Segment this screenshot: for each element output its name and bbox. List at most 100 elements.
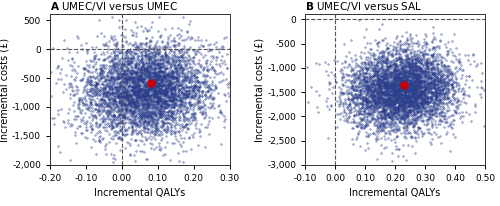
Point (408, 90, 416, 93)
Point (194, 97, 202, 100)
Point (108, 99, 116, 102)
Point (406, 96, 413, 99)
Point (385, 96, 393, 99)
Point (166, 74, 174, 77)
Point (180, 52, 188, 55)
Point (377, 79, 385, 82)
Point (398, 67, 406, 71)
Point (124, 42, 132, 45)
Point (350, 102, 358, 105)
Point (359, 99, 367, 102)
Point (412, 99, 420, 102)
Point (127, 56, 135, 59)
Point (366, 91, 374, 95)
Point (138, 139, 146, 143)
Point (428, 114, 436, 117)
Point (396, 93, 404, 96)
Point (404, 61, 411, 64)
Point (140, 65, 148, 68)
Point (422, 109, 430, 112)
Point (362, 75, 370, 79)
Point (164, 77, 172, 80)
Point (402, 87, 410, 90)
Point (380, 123, 388, 126)
Point (404, 42, 412, 45)
Point (136, 103, 144, 107)
Point (168, 99, 176, 103)
Point (156, 83, 164, 87)
Point (132, 84, 140, 87)
Point (202, 96, 210, 99)
Point (394, 72, 402, 76)
Point (418, 61, 426, 64)
Point (176, 83, 184, 87)
Point (172, 87, 179, 91)
Point (116, 80, 124, 84)
Point (132, 45, 140, 49)
Point (164, 77, 172, 80)
Point (182, 37, 190, 41)
Point (118, 102, 126, 105)
Point (406, 32, 414, 35)
Point (122, 76, 130, 79)
Point (140, 142, 148, 145)
Point (408, 73, 416, 76)
Point (374, 77, 382, 80)
Point (141, 88, 149, 91)
Point (344, 95, 352, 98)
Point (451, 71, 459, 75)
Point (79, 91, 87, 94)
Point (383, 110, 391, 114)
Point (419, 52, 427, 55)
Point (146, 114, 154, 117)
Point (392, 93, 400, 96)
Point (380, 123, 388, 127)
Point (392, 80, 400, 83)
Point (130, 102, 138, 105)
Point (376, 115, 384, 118)
Point (404, 112, 412, 116)
Point (386, 86, 394, 90)
Point (440, 63, 448, 66)
Point (196, 135, 204, 138)
Point (164, 79, 172, 82)
Point (418, 88, 426, 91)
Point (137, 88, 145, 91)
Point (136, 107, 144, 111)
Point (410, 49, 418, 53)
Point (164, 83, 172, 87)
Point (108, 82, 116, 85)
Point (412, 107, 420, 110)
Point (429, 71, 437, 74)
Point (436, 98, 444, 102)
Point (202, 62, 210, 65)
Point (376, 59, 384, 62)
Point (161, 93, 169, 96)
Point (464, 75, 472, 78)
Point (376, 118, 384, 121)
Point (377, 94, 385, 97)
Point (428, 94, 436, 97)
Point (149, 64, 157, 67)
Point (140, 50, 148, 54)
Point (182, 108, 190, 111)
Point (178, 81, 186, 84)
Point (146, 71, 154, 75)
Point (176, 73, 184, 76)
Point (153, 115, 161, 118)
Point (174, 63, 182, 67)
Point (369, 69, 377, 72)
Point (138, 118, 145, 121)
Point (202, 81, 209, 85)
Point (139, 107, 147, 110)
Point (426, 75, 434, 78)
Point (140, 115, 147, 118)
Point (433, 66, 441, 69)
Point (401, 85, 409, 89)
Point (421, 90, 429, 94)
Point (380, 93, 388, 96)
Point (134, 86, 141, 90)
Point (361, 60, 369, 63)
Point (435, 94, 443, 97)
Point (455, 62, 463, 65)
